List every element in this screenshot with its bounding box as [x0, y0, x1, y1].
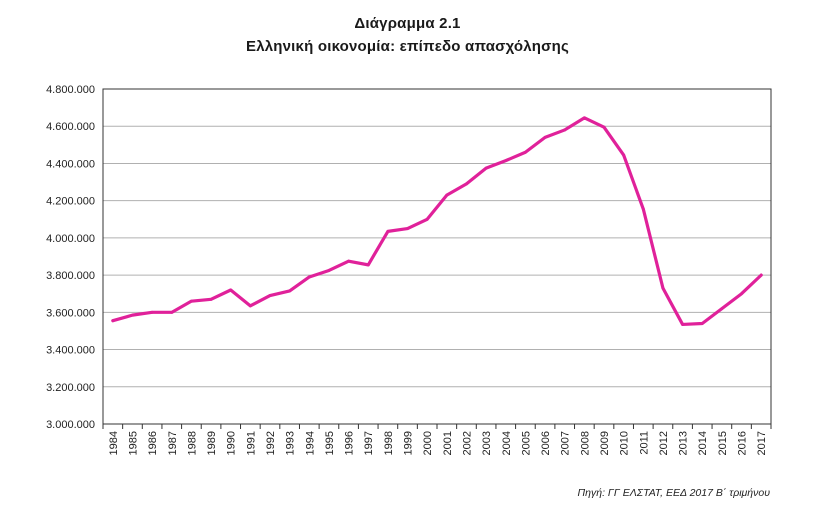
- x-tick-label: 2015: [717, 431, 729, 455]
- data-point: [740, 292, 743, 296]
- y-tick-label: 3.800.000: [46, 270, 95, 282]
- x-tick-label: 2014: [697, 431, 709, 455]
- data-point: [111, 319, 115, 323]
- x-tick-label: 2000: [422, 431, 434, 455]
- data-point: [170, 310, 174, 314]
- x-tick-label: 2003: [481, 431, 493, 455]
- data-point: [386, 229, 390, 233]
- x-tick-label: 1985: [127, 431, 139, 455]
- x-tick-label: 1987: [167, 431, 179, 455]
- x-tick-label: 2016: [737, 431, 749, 455]
- grid-lines: [103, 125, 771, 388]
- x-tick-label: 1984: [108, 431, 120, 455]
- data-point: [504, 159, 508, 163]
- data-point: [484, 166, 488, 170]
- chart-title: Διάγραμμα 2.1: [354, 15, 461, 32]
- data-point: [366, 263, 370, 267]
- plot-area-frame: [102, 88, 772, 425]
- data-point: [759, 273, 763, 277]
- x-tick-label: 1988: [186, 431, 198, 455]
- x-tick-label: 1997: [363, 431, 375, 455]
- data-point: [307, 275, 311, 279]
- data-point: [681, 323, 684, 326]
- series-line: [111, 116, 763, 327]
- data-point: [150, 310, 154, 314]
- data-point: [563, 128, 567, 132]
- x-tick-label: 1996: [344, 431, 356, 455]
- x-tick-label: 1989: [206, 431, 218, 455]
- data-point: [248, 304, 252, 308]
- data-point: [327, 269, 331, 272]
- data-point: [347, 259, 350, 263]
- data-point: [288, 289, 292, 293]
- y-tick-label: 4.400.000: [46, 158, 95, 170]
- source-note: Πηγή: ΓΓ ΕΛΣΤΑΤ, ΕΕΔ 2017 Β΄ τριμήνου: [577, 487, 770, 499]
- y-tick-label: 4.800.000: [46, 84, 95, 96]
- x-tick-label: 2005: [520, 431, 532, 455]
- x-tick-label: 2012: [658, 431, 670, 455]
- x-tick-label: 1994: [304, 431, 316, 455]
- data-point: [661, 286, 665, 290]
- x-tick-label: 1993: [285, 431, 297, 455]
- data-point: [229, 288, 233, 292]
- x-tick-label: 1999: [403, 431, 415, 455]
- series-layer: [111, 116, 763, 327]
- data-point: [622, 153, 626, 157]
- data-point: [582, 116, 586, 120]
- x-tick-label: 2001: [442, 431, 454, 455]
- x-tick-label: 1992: [265, 431, 277, 455]
- data-point: [465, 182, 468, 186]
- y-tick-label: 3.400.000: [46, 345, 95, 357]
- data-point: [425, 217, 429, 221]
- x-tick-label: 2002: [461, 431, 473, 455]
- x-tick-label: 1986: [147, 431, 159, 455]
- y-tick-label: 3.600.000: [46, 307, 95, 319]
- x-tick-label: 2007: [560, 431, 572, 455]
- data-point: [720, 307, 724, 311]
- x-tick-label: 2008: [579, 431, 591, 455]
- data-point: [543, 135, 547, 139]
- x-tick-label: 1991: [245, 431, 257, 455]
- data-point: [406, 227, 409, 230]
- y-tick-label: 4.600.000: [46, 121, 95, 133]
- x-tick-label: 2004: [501, 431, 513, 455]
- chart-subtitle: Ελληνική οικονομία: επίπεδο απασχόλησης: [245, 38, 569, 55]
- y-tick-label: 3.200.000: [46, 382, 95, 394]
- x-tick-label: 2013: [678, 431, 690, 455]
- data-point: [700, 322, 704, 325]
- y-tick-label: 4.000.000: [46, 233, 95, 245]
- data-point: [524, 150, 527, 154]
- x-tick-label: 2009: [599, 431, 611, 455]
- x-tick-label: 1990: [226, 431, 238, 455]
- x-tick-label: 2011: [638, 431, 650, 455]
- chart-title-block: Διάγραμμα 2.1 Ελληνική οικονομία: επίπεδ…: [0, 14, 815, 57]
- data-point: [445, 193, 449, 197]
- data-point: [641, 207, 645, 211]
- x-tick-label: 2006: [540, 431, 552, 455]
- x-axis-ticks: 1984 1985 1986 1987 1988 1989 1990 1991 1992 1993…: [102, 424, 772, 455]
- data-point: [190, 299, 193, 303]
- data-point: [131, 313, 134, 317]
- y-tick-label: 3.000.000: [46, 419, 95, 431]
- x-tick-label: 1995: [324, 431, 336, 455]
- data-point: [268, 294, 272, 297]
- y-axis-ticks: 3.000.000 3.200.000 3.400.000 3.600.000 3.80…: [46, 84, 95, 431]
- x-tick-label: 1998: [383, 431, 395, 455]
- y-tick-label: 4.200.000: [46, 196, 95, 208]
- x-tick-label: 2010: [619, 431, 631, 455]
- x-tick-label: 2017: [756, 431, 768, 455]
- data-point: [209, 297, 213, 301]
- data-point: [602, 125, 606, 129]
